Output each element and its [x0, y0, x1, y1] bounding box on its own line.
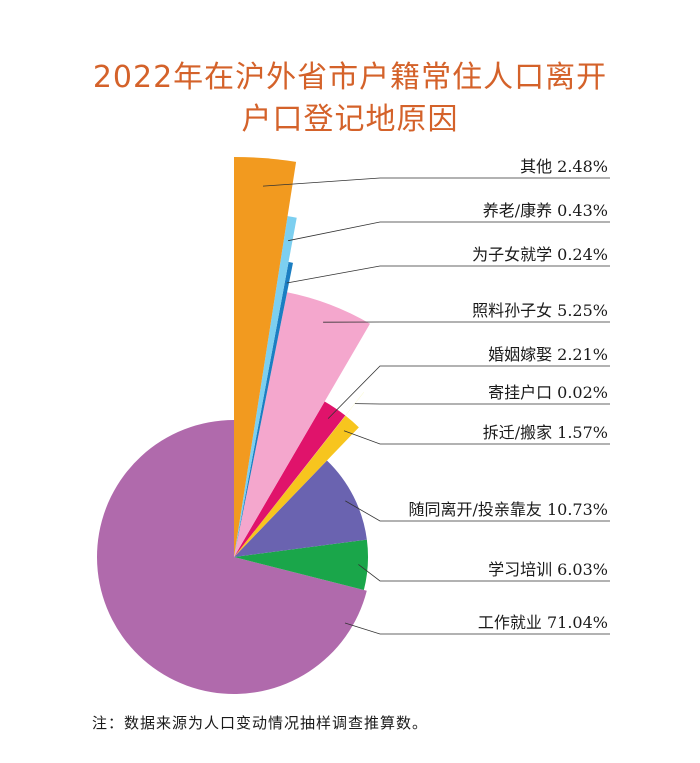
slice-label-7: 为子女就学 0.24% — [472, 245, 608, 264]
pie-slice-5 — [234, 401, 346, 557]
pie-slice-1 — [234, 539, 369, 590]
slice-label-4: 寄挂户口 0.02% — [488, 383, 608, 402]
source-note: 注：数据来源为人口变动情况抽样调查推算数。 — [92, 714, 429, 732]
slice-label-0: 工作就业 71.04% — [478, 613, 608, 632]
pie-slice-9 — [234, 157, 297, 557]
pie-slice-8 — [234, 216, 297, 557]
pie-slice-4 — [234, 391, 365, 557]
leader-line-7 — [286, 265, 610, 284]
slice-label-5: 婚姻嫁娶 2.21% — [488, 345, 608, 364]
slice-label-6: 照料孙子女 5.25% — [472, 301, 608, 320]
slice-labels: 工作就业 71.04% 学习培训 6.03% 随同离开/投亲靠友 10.73% 拆迁/… — [409, 157, 609, 632]
leader-line-2 — [345, 500, 610, 522]
slice-label-9: 其他 2.48% — [520, 157, 608, 176]
chart-title-line-2: 户口登记地原因 — [241, 102, 459, 137]
leader-lines — [262, 177, 610, 635]
leader-line-0 — [344, 622, 610, 635]
slice-label-8: 养老/康养 0.43% — [483, 201, 608, 220]
pie-slices — [96, 157, 370, 694]
slice-label-1: 学习培训 6.03% — [488, 560, 608, 579]
leader-line-8 — [288, 221, 610, 242]
slice-label-3: 拆迁/搬家 1.57% — [483, 423, 608, 442]
pie-slice-0 — [96, 420, 367, 694]
leader-line-5 — [327, 365, 610, 419]
leader-line-9 — [262, 177, 610, 187]
slice-label-2: 随同离开/投亲靠友 10.73% — [409, 500, 609, 519]
pie-slice-6 — [234, 292, 370, 557]
leader-line-1 — [358, 564, 610, 582]
pie-slice-3 — [234, 415, 359, 557]
pie-slice-7 — [234, 262, 293, 557]
pie-slice-2 — [234, 460, 367, 557]
leader-line-3 — [343, 430, 610, 445]
chart-title-line-1: 2022年在沪外省市户籍常住人口离开 — [92, 60, 608, 95]
